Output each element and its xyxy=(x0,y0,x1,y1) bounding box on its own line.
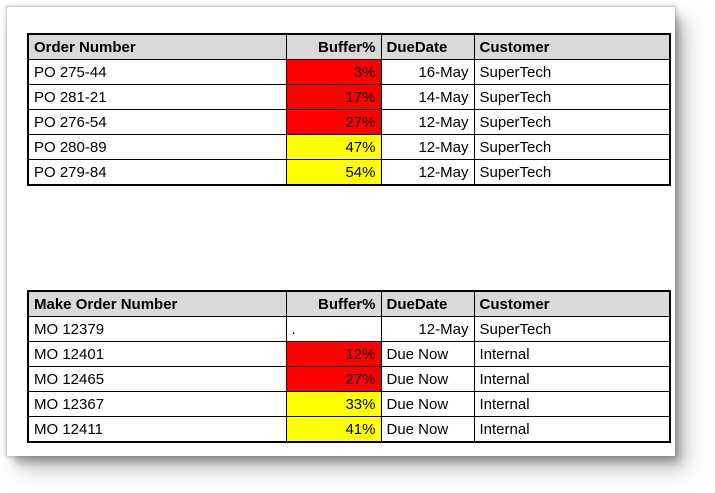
header-customer: Customer xyxy=(473,33,671,60)
customer-cell: SuperTech xyxy=(473,134,671,160)
order-number-cell: MO 12411 xyxy=(27,416,287,443)
table-row: MO 12379 . 12-May SuperTech xyxy=(27,316,671,342)
customer-cell: SuperTech xyxy=(473,109,671,135)
customer-cell: Internal xyxy=(473,341,671,367)
order-number-cell: MO 12465 xyxy=(27,366,287,392)
order-number-cell: PO 276-54 xyxy=(27,109,287,135)
customer-cell: SuperTech xyxy=(473,59,671,85)
purchase-orders-table: Order Number Buffer% DueDate Customer PO… xyxy=(27,33,671,186)
table-row: MO 12367 33% Due Now Internal xyxy=(27,391,671,417)
order-number-cell: PO 275-44 xyxy=(27,59,287,85)
header-make-order-number: Make Order Number xyxy=(27,290,287,317)
due-date-cell: 16-May xyxy=(380,59,475,85)
header-order-number: Order Number xyxy=(27,33,287,60)
buffer-cell: 17% xyxy=(285,84,382,110)
buffer-cell: 12% xyxy=(285,341,382,367)
order-number-cell: PO 280-89 xyxy=(27,134,287,160)
buffer-cell: 33% xyxy=(285,391,382,417)
due-date-cell: Due Now xyxy=(380,366,475,392)
order-number-cell: MO 12367 xyxy=(27,391,287,417)
report-page: Order Number Buffer% DueDate Customer PO… xyxy=(7,7,675,456)
table-row: MO 12401 12% Due Now Internal xyxy=(27,341,671,367)
buffer-cell: 47% xyxy=(285,134,382,160)
order-number-cell: MO 12379 xyxy=(27,316,287,342)
customer-cell: Internal xyxy=(473,416,671,443)
header-buffer: Buffer% xyxy=(285,290,382,317)
table-row: MO 12465 27% Due Now Internal xyxy=(27,366,671,392)
order-number-cell: MO 12401 xyxy=(27,341,287,367)
due-date-cell: 12-May xyxy=(380,109,475,135)
buffer-cell: 3% xyxy=(285,59,382,85)
due-date-cell: 14-May xyxy=(380,84,475,110)
make-orders-table: Make Order Number Buffer% DueDate Custom… xyxy=(27,290,671,443)
due-date-cell: 12-May xyxy=(380,316,475,342)
customer-cell: SuperTech xyxy=(473,316,671,342)
table-row: PO 280-89 47% 12-May SuperTech xyxy=(27,134,671,160)
buffer-cell: 27% xyxy=(285,109,382,135)
header-row: Order Number Buffer% DueDate Customer xyxy=(27,33,671,60)
table-row: MO 12411 41% Due Now Internal xyxy=(27,416,671,443)
due-date-cell: Due Now xyxy=(380,416,475,443)
customer-cell: Internal xyxy=(473,366,671,392)
order-number-cell: PO 281-21 xyxy=(27,84,287,110)
table-row: PO 276-54 27% 12-May SuperTech xyxy=(27,109,671,135)
customer-cell: SuperTech xyxy=(473,159,671,186)
customer-cell: SuperTech xyxy=(473,84,671,110)
buffer-cell: 27% xyxy=(285,366,382,392)
buffer-cell: 41% xyxy=(285,416,382,443)
table-row: PO 279-84 54% 12-May SuperTech xyxy=(27,159,671,186)
due-date-cell: Due Now xyxy=(380,341,475,367)
table-row: PO 275-44 3% 16-May SuperTech xyxy=(27,59,671,85)
buffer-cell: . xyxy=(285,316,382,342)
header-due-date: DueDate xyxy=(380,33,475,60)
header-customer: Customer xyxy=(473,290,671,317)
header-buffer: Buffer% xyxy=(285,33,382,60)
header-row: Make Order Number Buffer% DueDate Custom… xyxy=(27,290,671,317)
customer-cell: Internal xyxy=(473,391,671,417)
order-number-cell: PO 279-84 xyxy=(27,159,287,186)
due-date-cell: 12-May xyxy=(380,134,475,160)
due-date-cell: 12-May xyxy=(380,159,475,186)
header-due-date: DueDate xyxy=(380,290,475,317)
table-row: PO 281-21 17% 14-May SuperTech xyxy=(27,84,671,110)
buffer-cell: 54% xyxy=(285,159,382,186)
due-date-cell: Due Now xyxy=(380,391,475,417)
